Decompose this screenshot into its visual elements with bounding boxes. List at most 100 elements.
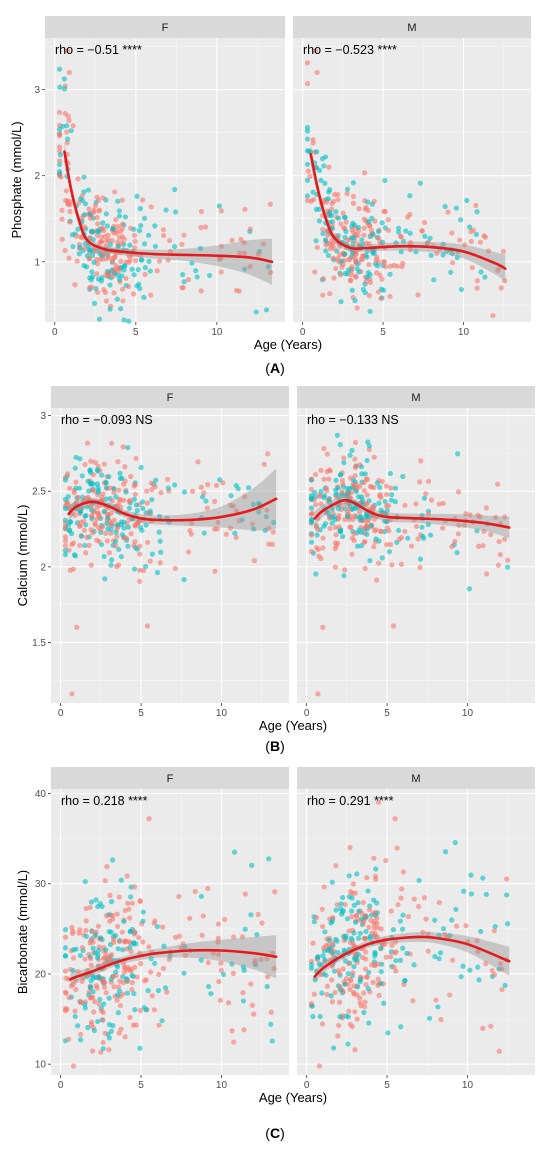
data-point: [362, 471, 368, 477]
data-point: [69, 691, 75, 697]
data-point: [452, 538, 458, 545]
data-point: [147, 969, 154, 975]
data-point: [321, 493, 328, 499]
data-point: [164, 989, 170, 995]
data-point: [425, 511, 432, 517]
data-point: [123, 489, 129, 495]
data-point: [59, 236, 65, 243]
data-point: [67, 567, 73, 573]
data-point: [116, 487, 122, 493]
data-point: [317, 493, 323, 499]
data-point: [436, 956, 442, 962]
data-point: [490, 312, 496, 319]
data-point: [345, 267, 352, 273]
data-point: [108, 562, 114, 568]
panel-label: (A): [265, 360, 284, 376]
data-point: [415, 292, 421, 298]
data-point: [352, 1047, 358, 1053]
data-point: [122, 1034, 128, 1040]
data-point: [480, 1025, 486, 1031]
data-point: [116, 894, 122, 900]
data-point: [105, 515, 111, 521]
data-point: [425, 931, 431, 937]
data-point: [152, 243, 158, 249]
data-point: [345, 511, 352, 517]
data-point: [389, 942, 395, 948]
data-point: [140, 567, 147, 574]
y-tick-label: 30: [35, 879, 47, 890]
data-point: [154, 569, 161, 576]
data-point: [143, 977, 149, 983]
data-point: [205, 983, 212, 990]
data-point: [116, 276, 123, 283]
data-point: [116, 208, 122, 214]
data-point: [379, 478, 385, 485]
data-point: [88, 458, 94, 464]
data-point: [126, 318, 132, 324]
trend-line: [69, 948, 278, 981]
data-point: [367, 933, 373, 940]
data-point: [101, 984, 108, 990]
data-point: [371, 855, 377, 861]
data-point: [393, 968, 399, 974]
data-point: [327, 187, 333, 193]
data-point: [383, 857, 389, 864]
data-point: [216, 203, 222, 209]
data-point: [112, 543, 119, 549]
data-point: [95, 903, 101, 910]
data-point: [327, 525, 333, 532]
data-point: [420, 929, 426, 935]
data-point: [77, 927, 83, 933]
data-point: [73, 454, 79, 460]
data-point: [115, 223, 121, 229]
data-point: [146, 816, 152, 822]
data-point: [264, 956, 270, 962]
data-point: [485, 248, 492, 254]
facet-strip-label: M: [411, 773, 420, 785]
data-point: [453, 923, 460, 929]
data-point: [88, 984, 94, 990]
data-point: [423, 916, 429, 922]
data-point: [452, 840, 458, 846]
data-point: [311, 919, 317, 925]
data-point: [228, 493, 234, 499]
data-point: [107, 892, 113, 898]
data-point: [65, 113, 71, 119]
data-point: [261, 461, 267, 467]
data-point: [347, 845, 353, 851]
data-point: [461, 242, 468, 248]
data-point: [440, 252, 446, 258]
data-point: [181, 489, 188, 495]
data-point: [349, 914, 355, 920]
data-point: [77, 1031, 84, 1037]
data-point: [103, 479, 109, 485]
data-point: [437, 950, 444, 956]
data-point: [268, 1009, 274, 1015]
data-point: [327, 515, 333, 521]
data-point: [125, 900, 131, 906]
data-point: [341, 460, 347, 466]
data-point: [475, 512, 481, 518]
data-point: [265, 974, 271, 980]
data-point: [65, 136, 71, 142]
data-point: [419, 228, 425, 234]
data-point: [482, 234, 488, 240]
data-point: [308, 505, 315, 511]
data-point: [383, 954, 389, 960]
data-point: [66, 69, 72, 76]
data-point: [137, 1045, 143, 1051]
data-point: [133, 502, 139, 508]
data-point: [335, 215, 342, 221]
data-point: [94, 289, 101, 295]
data-point: [325, 942, 332, 948]
data-point: [427, 532, 434, 538]
data-point: [330, 915, 336, 921]
data-point: [242, 206, 248, 212]
data-point: [155, 987, 162, 994]
data-point: [438, 1017, 444, 1023]
data-point: [341, 573, 347, 579]
data-point: [348, 272, 354, 278]
data-point: [103, 947, 109, 953]
data-point: [505, 557, 511, 563]
data-point: [458, 286, 465, 293]
